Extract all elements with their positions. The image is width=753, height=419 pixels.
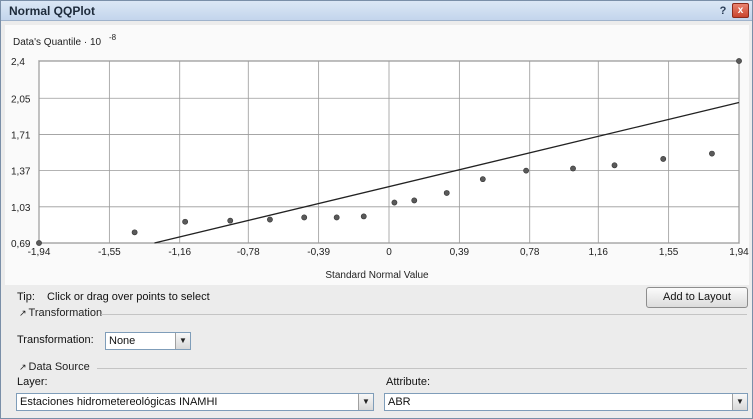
y-tick-label: 2,4	[11, 57, 25, 68]
data-source-group-title: Data Source	[28, 361, 90, 373]
transformation-label: Transformation:	[17, 334, 94, 346]
window-title: Normal QQPlot	[9, 4, 96, 18]
title-bar[interactable]: Normal QQPlot ? x	[1, 1, 752, 21]
data-point	[523, 167, 530, 174]
close-button[interactable]: x	[732, 3, 749, 18]
data-point	[36, 240, 42, 246]
chevron-down-icon[interactable]: ▼	[732, 394, 747, 410]
layer-label: Layer:	[17, 376, 48, 388]
x-tick-label: 1,55	[659, 247, 679, 258]
x-tick-label: -0,78	[237, 247, 260, 258]
chevron-down-icon[interactable]: ▼	[358, 394, 373, 410]
attribute-select-value: ABR	[388, 396, 411, 408]
data-point	[182, 218, 189, 225]
x-tick-label: -0,39	[307, 247, 330, 258]
data-point	[660, 156, 667, 162]
data-point	[411, 197, 418, 204]
y-axis-label: Data's Quantile · 10	[13, 37, 102, 48]
x-tick-label: -1,16	[168, 247, 191, 258]
data-point	[333, 214, 340, 221]
x-tick-label: -1,94	[28, 247, 51, 258]
tip-label: Tip:	[17, 291, 35, 303]
y-tick-label: 1,37	[11, 167, 31, 178]
x-tick-label: 0,78	[520, 247, 540, 258]
data-point	[709, 150, 715, 157]
qq-chart[interactable]: Data's Quantile · 10 -8 Standard Normal …	[5, 25, 749, 285]
transformation-select-value: None	[109, 335, 136, 347]
data-point	[267, 216, 273, 223]
x-axis-label: Standard Normal Value	[325, 270, 429, 281]
x-tick-label: 1,94	[729, 247, 749, 258]
data-source-group-divider	[97, 368, 747, 369]
layer-select[interactable]: Estaciones hidrometereológicas INAMHI ▼	[16, 393, 374, 411]
data-point	[360, 213, 367, 220]
data-point	[443, 190, 450, 196]
layer-select-value: Estaciones hidrometereológicas INAMHI	[20, 396, 218, 408]
attribute-select[interactable]: ABR ▼	[384, 393, 748, 411]
x-tick-label: 0,39	[450, 247, 470, 258]
data-point	[301, 214, 308, 221]
data-point	[227, 217, 234, 224]
y-tick-label: 1,71	[11, 130, 31, 141]
data-point	[131, 229, 138, 236]
chevron-down-icon[interactable]: ▼	[175, 333, 190, 349]
x-tick-label: 1,16	[589, 247, 609, 258]
x-tick-label: -1,55	[98, 247, 121, 258]
y-tick-label: 2,05	[11, 94, 31, 105]
tip-text: Click or drag over points to select	[47, 291, 210, 303]
data-point	[391, 199, 398, 206]
data-point	[736, 58, 742, 64]
data-point	[611, 162, 618, 169]
transformation-select[interactable]: None ▼	[105, 332, 191, 350]
x-tick-label: 0	[386, 247, 392, 258]
add-to-layout-button[interactable]: Add to Layout	[646, 287, 748, 308]
transformation-group-title: Transformation	[28, 307, 103, 319]
qq-chart-svg[interactable]: Data's Quantile · 10 -8 Standard Normal …	[5, 25, 749, 285]
collapse-arrow-icon[interactable]: ↗	[19, 308, 27, 318]
data-source-group-header[interactable]: ↗ Data Source	[19, 361, 90, 373]
y-tick-label: 1,03	[11, 203, 31, 214]
data-point	[570, 165, 576, 172]
reference-line	[154, 101, 740, 244]
collapse-arrow-icon[interactable]: ↗	[19, 362, 27, 372]
data-point	[479, 176, 486, 183]
help-button[interactable]: ?	[719, 5, 727, 17]
y-axis-label-exponent: -8	[109, 33, 117, 42]
transformation-group-header[interactable]: ↗ Transformation	[19, 307, 102, 319]
attribute-label: Attribute:	[386, 376, 431, 388]
y-tick-label: 0,69	[11, 239, 31, 250]
transformation-group-divider	[101, 314, 747, 315]
